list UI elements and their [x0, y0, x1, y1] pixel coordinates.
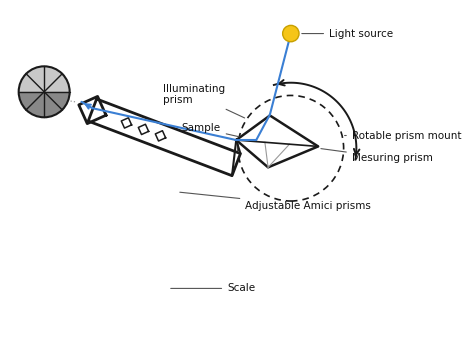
Text: Illuminating
prism: Illuminating prism — [164, 84, 245, 118]
Circle shape — [18, 66, 70, 117]
Text: Rotable prism mount: Rotable prism mount — [345, 131, 461, 141]
Wedge shape — [18, 92, 70, 117]
Text: Mesuring prism: Mesuring prism — [321, 149, 433, 163]
Circle shape — [283, 25, 299, 42]
Text: Sample: Sample — [182, 123, 239, 137]
Text: Scale: Scale — [171, 284, 255, 293]
Text: Light source: Light source — [302, 29, 393, 39]
Text: Adjustable Amici prisms: Adjustable Amici prisms — [180, 192, 371, 211]
